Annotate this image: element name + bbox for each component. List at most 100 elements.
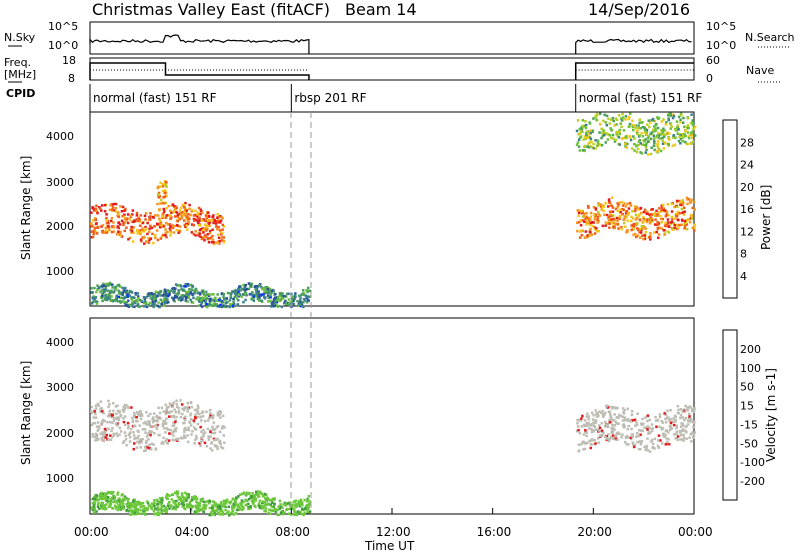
data-point	[216, 447, 219, 451]
data-point	[164, 440, 167, 443]
data-point	[592, 221, 595, 224]
data-point	[111, 507, 114, 510]
data-point	[606, 425, 610, 429]
data-point	[274, 297, 277, 300]
data-point	[598, 214, 602, 217]
data-point	[671, 116, 675, 120]
data-point	[645, 218, 648, 221]
data-point	[652, 134, 656, 137]
data-point	[686, 219, 689, 222]
data-point	[594, 147, 597, 150]
data-point	[119, 301, 122, 304]
data-point	[177, 502, 180, 505]
data-point	[221, 228, 224, 231]
data-point	[664, 123, 668, 126]
data-point	[636, 222, 639, 225]
data-point	[274, 299, 277, 303]
data-point	[201, 439, 204, 442]
data-point	[165, 497, 168, 500]
data-point	[586, 234, 590, 237]
data-point	[118, 411, 121, 415]
data-point	[253, 293, 257, 296]
data-point	[146, 508, 149, 512]
data-point	[99, 407, 102, 410]
data-point	[169, 428, 172, 432]
data-point	[280, 297, 283, 300]
data-point	[258, 490, 261, 494]
data-point	[686, 131, 690, 134]
data-point	[617, 227, 620, 230]
data-point	[200, 219, 204, 222]
data-point	[252, 299, 256, 302]
data-point	[693, 134, 697, 137]
data-point	[607, 205, 610, 208]
power-ytick-2000: 2000	[46, 220, 74, 233]
data-point	[215, 299, 218, 303]
colorbar-tick-label: 28	[740, 136, 754, 149]
data-point	[185, 283, 188, 287]
data-point	[581, 149, 585, 152]
data-point	[95, 290, 98, 294]
data-point	[278, 499, 282, 503]
data-point	[128, 218, 132, 221]
data-point	[96, 505, 100, 509]
data-point	[618, 132, 621, 136]
data-point	[116, 284, 119, 287]
data-point	[100, 422, 103, 426]
data-point	[652, 144, 656, 147]
data-point	[99, 410, 102, 414]
data-point	[114, 499, 117, 503]
data-point	[201, 497, 204, 500]
data-point	[190, 283, 193, 287]
data-point	[102, 282, 105, 286]
data-point	[608, 226, 611, 229]
data-point	[193, 289, 196, 292]
data-point	[646, 140, 650, 143]
data-point	[144, 506, 148, 510]
data-point	[243, 290, 247, 294]
data-point	[164, 290, 167, 293]
data-point	[583, 124, 586, 128]
data-point	[117, 230, 120, 233]
data-point	[111, 286, 114, 289]
data-point	[105, 216, 108, 220]
data-point	[222, 236, 225, 239]
data-point	[586, 204, 590, 208]
data-point	[135, 218, 138, 221]
data-point	[171, 405, 174, 408]
data-point	[162, 196, 165, 199]
data-point	[165, 194, 168, 198]
data-point	[147, 420, 150, 423]
data-point	[163, 427, 166, 430]
data-point	[218, 430, 222, 434]
data-point	[288, 507, 292, 511]
data-point	[637, 208, 640, 211]
data-point	[621, 204, 625, 207]
data-point	[642, 143, 646, 146]
data-point	[648, 222, 652, 225]
colorbar-tick-label: 200	[740, 343, 761, 356]
data-point	[201, 289, 204, 292]
data-point	[124, 207, 127, 211]
data-point	[683, 227, 686, 230]
data-point	[630, 433, 634, 436]
data-point	[287, 292, 290, 296]
data-point	[98, 427, 101, 430]
data-point	[197, 507, 200, 511]
data-point	[98, 507, 101, 510]
freq-label: Freq.	[4, 56, 31, 69]
data-point	[179, 295, 182, 299]
data-point	[254, 499, 257, 502]
data-point	[156, 506, 160, 509]
data-point	[691, 124, 695, 127]
data-point	[610, 218, 613, 222]
data-point	[107, 427, 110, 431]
data-point	[301, 289, 305, 292]
data-point	[135, 500, 138, 504]
data-point	[297, 502, 301, 506]
data-point	[138, 218, 141, 221]
data-point	[197, 296, 201, 299]
data-point	[607, 219, 611, 222]
data-point	[229, 500, 233, 503]
data-point	[251, 497, 255, 500]
